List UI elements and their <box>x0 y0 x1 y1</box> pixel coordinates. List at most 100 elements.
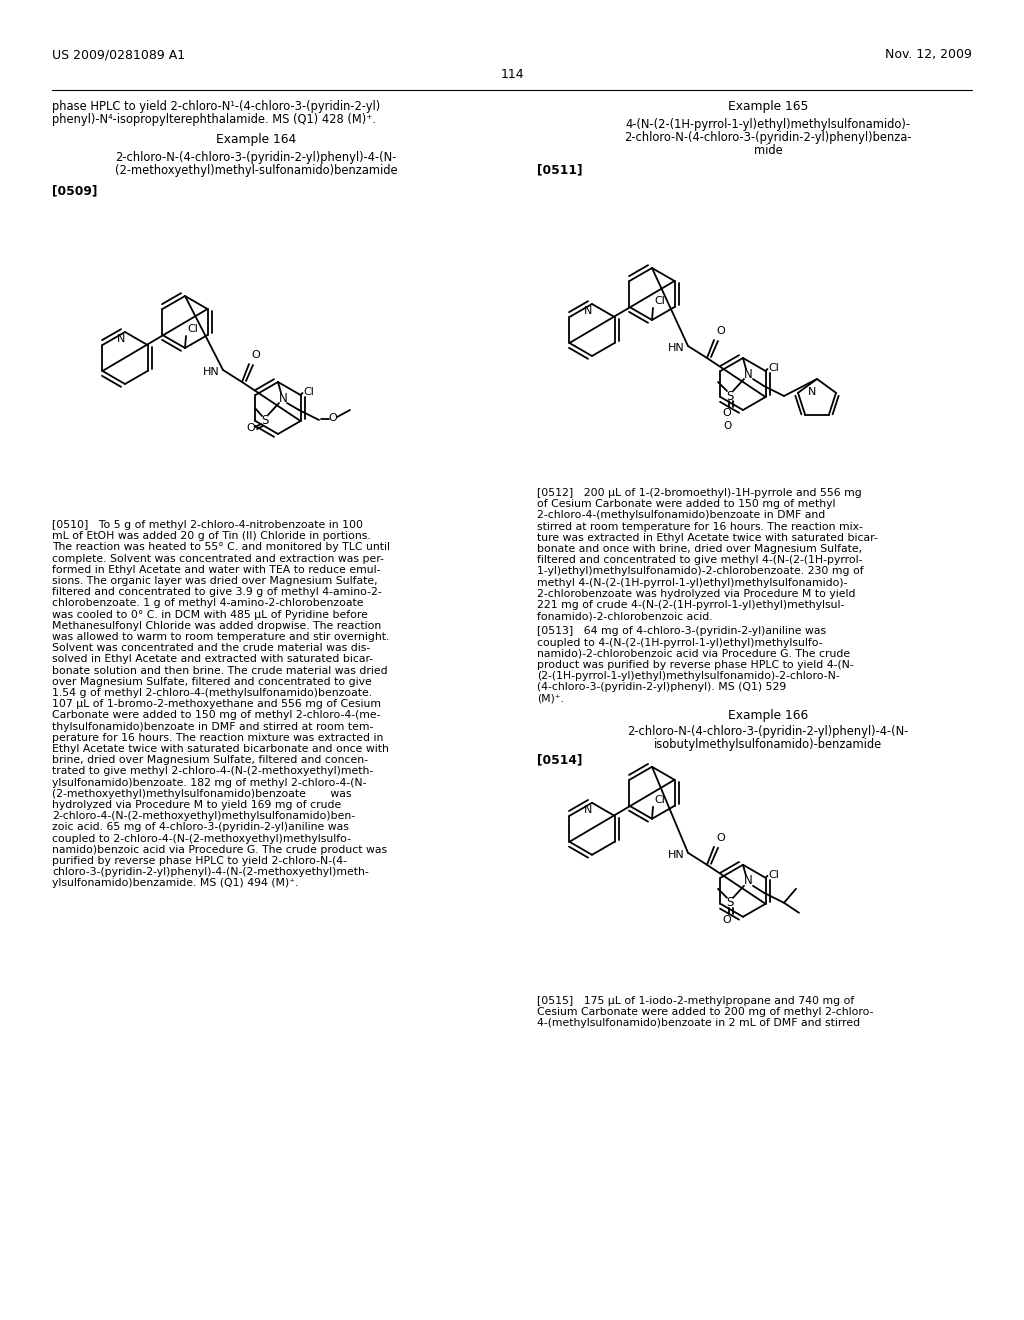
Text: N: N <box>808 387 816 397</box>
Text: fonamido)-2-chlorobenzoic acid.: fonamido)-2-chlorobenzoic acid. <box>537 611 713 622</box>
Text: [0515]   175 μL of 1-iodo-2-methylpropane and 740 mg of: [0515] 175 μL of 1-iodo-2-methylpropane … <box>537 995 854 1006</box>
Text: 2-chlorobenzoate was hydrolyzed via Procedure M to yield: 2-chlorobenzoate was hydrolyzed via Proc… <box>537 589 855 599</box>
Text: 2-chloro-N-(4-chloro-3-(pyridin-2-yl)phenyl)-4-(N-: 2-chloro-N-(4-chloro-3-(pyridin-2-yl)phe… <box>116 150 396 164</box>
Text: over Magnesium Sulfate, filtered and concentrated to give: over Magnesium Sulfate, filtered and con… <box>52 677 372 686</box>
Text: brine, dried over Magnesium Sulfate, filtered and concen-: brine, dried over Magnesium Sulfate, fil… <box>52 755 368 766</box>
Text: sions. The organic layer was dried over Magnesium Sulfate,: sions. The organic layer was dried over … <box>52 576 378 586</box>
Text: 4-(N-(2-(1H-pyrrol-1-yl)ethyl)methylsulfonamido)-: 4-(N-(2-(1H-pyrrol-1-yl)ethyl)methylsulf… <box>626 117 910 131</box>
Text: Cl: Cl <box>187 323 198 334</box>
Text: Ethyl Acetate twice with saturated bicarbonate and once with: Ethyl Acetate twice with saturated bicar… <box>52 744 389 754</box>
Text: 114: 114 <box>500 69 524 81</box>
Text: N: N <box>279 392 288 404</box>
Text: filtered and concentrated to give methyl 4-(N-(2-(1H-pyrrol-: filtered and concentrated to give methyl… <box>537 556 862 565</box>
Text: 2-chloro-N-(4-chloro-3-(pyridin-2-yl)phenyl)-4-(N-: 2-chloro-N-(4-chloro-3-(pyridin-2-yl)phe… <box>628 725 908 738</box>
Text: (2-methoxyethyl)methylsulfonamido)benzoate       was: (2-methoxyethyl)methylsulfonamido)benzoa… <box>52 789 351 799</box>
Text: bonate and once with brine, dried over Magnesium Sulfate,: bonate and once with brine, dried over M… <box>537 544 862 554</box>
Text: HN: HN <box>669 850 685 859</box>
Text: chloro-3-(pyridin-2-yl)phenyl)-4-(N-(2-methoxyethyl)meth-: chloro-3-(pyridin-2-yl)phenyl)-4-(N-(2-m… <box>52 867 369 878</box>
Text: namido)-2-chlorobenzoic acid via Procedure G. The crude: namido)-2-chlorobenzoic acid via Procedu… <box>537 649 850 659</box>
Text: 4-(methylsulfonamido)benzoate in 2 mL of DMF and stirred: 4-(methylsulfonamido)benzoate in 2 mL of… <box>537 1018 860 1028</box>
Text: Cl: Cl <box>769 870 779 880</box>
Text: Example 165: Example 165 <box>728 100 808 114</box>
Text: thylsulfonamido)benzoate in DMF and stirred at room tem-: thylsulfonamido)benzoate in DMF and stir… <box>52 722 374 731</box>
Text: The reaction was heated to 55° C. and monitored by TLC until: The reaction was heated to 55° C. and mo… <box>52 543 390 552</box>
Text: [0514]: [0514] <box>537 754 583 767</box>
Text: S: S <box>726 896 733 909</box>
Text: Carbonate were added to 150 mg of methyl 2-chloro-4-(me-: Carbonate were added to 150 mg of methyl… <box>52 710 381 721</box>
Text: HN: HN <box>203 367 220 378</box>
Text: O: O <box>723 421 731 432</box>
Text: 221 mg of crude 4-(N-(2-(1H-pyrrol-1-yl)ethyl)methylsul-: 221 mg of crude 4-(N-(2-(1H-pyrrol-1-yl)… <box>537 601 845 610</box>
Text: (2-(1H-pyrrol-1-yl)ethyl)methylsulfonamido)-2-chloro-N-: (2-(1H-pyrrol-1-yl)ethyl)methylsulfonami… <box>537 671 840 681</box>
Text: solved in Ethyl Acetate and extracted with saturated bicar-: solved in Ethyl Acetate and extracted wi… <box>52 655 373 664</box>
Text: 2-chloro-4-(methylsulfonamido)benzoate in DMF and: 2-chloro-4-(methylsulfonamido)benzoate i… <box>537 511 825 520</box>
Text: (M)⁺.: (M)⁺. <box>537 693 564 704</box>
Text: [0509]: [0509] <box>52 183 97 197</box>
Text: 2-chloro-N-(4-chloro-3-(pyridin-2-yl)phenyl)benza-: 2-chloro-N-(4-chloro-3-(pyridin-2-yl)phe… <box>625 131 911 144</box>
Text: product was purified by reverse phase HPLC to yield 4-(N-: product was purified by reverse phase HP… <box>537 660 854 671</box>
Text: stirred at room temperature for 16 hours. The reaction mix-: stirred at room temperature for 16 hours… <box>537 521 863 532</box>
Text: S: S <box>726 389 733 403</box>
Text: ylsulfonamido)benzamide. MS (Q1) 494 (M)⁺.: ylsulfonamido)benzamide. MS (Q1) 494 (M)… <box>52 878 298 888</box>
Text: Cl: Cl <box>654 296 665 306</box>
Text: Solvent was concentrated and the crude material was dis-: Solvent was concentrated and the crude m… <box>52 643 371 653</box>
Text: [0512]   200 μL of 1-(2-bromoethyl)-1H-pyrrole and 556 mg: [0512] 200 μL of 1-(2-bromoethyl)-1H-pyr… <box>537 488 862 498</box>
Text: O: O <box>723 915 731 925</box>
Text: [0513]   64 mg of 4-chloro-3-(pyridin-2-yl)aniline was: [0513] 64 mg of 4-chloro-3-(pyridin-2-yl… <box>537 627 826 636</box>
Text: N: N <box>743 367 753 380</box>
Text: Nov. 12, 2009: Nov. 12, 2009 <box>885 48 972 61</box>
Text: Cl: Cl <box>303 387 314 397</box>
Text: Methanesulfonyl Chloride was added dropwise. The reaction: Methanesulfonyl Chloride was added dropw… <box>52 620 381 631</box>
Text: Cesium Carbonate were added to 200 mg of methyl 2-chloro-: Cesium Carbonate were added to 200 mg of… <box>537 1007 873 1016</box>
Text: S: S <box>261 413 268 426</box>
Text: O: O <box>716 326 725 337</box>
Text: O: O <box>329 413 337 422</box>
Text: was cooled to 0° C. in DCM with 485 μL of Pyridine before: was cooled to 0° C. in DCM with 485 μL o… <box>52 610 368 619</box>
Text: perature for 16 hours. The reaction mixture was extracted in: perature for 16 hours. The reaction mixt… <box>52 733 383 743</box>
Text: 2-chloro-4-(N-(2-methoxyethyl)methylsulfonamido)ben-: 2-chloro-4-(N-(2-methoxyethyl)methylsulf… <box>52 812 355 821</box>
Text: mL of EtOH was added 20 g of Tin (II) Chloride in portions.: mL of EtOH was added 20 g of Tin (II) Ch… <box>52 531 371 541</box>
Text: was allowed to warm to room temperature and stir overnight.: was allowed to warm to room temperature … <box>52 632 389 642</box>
Text: isobutylmethylsulfonamido)-benzamide: isobutylmethylsulfonamido)-benzamide <box>654 738 882 751</box>
Text: bonate solution and then brine. The crude material was dried: bonate solution and then brine. The crud… <box>52 665 388 676</box>
Text: filtered and concentrated to give 3.9 g of methyl 4-amino-2-: filtered and concentrated to give 3.9 g … <box>52 587 382 597</box>
Text: mide: mide <box>754 144 782 157</box>
Text: N: N <box>117 334 125 345</box>
Text: complete. Solvent was concentrated and extraction was per-: complete. Solvent was concentrated and e… <box>52 553 384 564</box>
Text: Example 166: Example 166 <box>728 709 808 722</box>
Text: coupled to 4-(N-(2-(1H-pyrrol-1-yl)ethyl)methylsulfo-: coupled to 4-(N-(2-(1H-pyrrol-1-yl)ethyl… <box>537 638 822 648</box>
Text: of Cesium Carbonate were added to 150 mg of methyl: of Cesium Carbonate were added to 150 mg… <box>537 499 836 510</box>
Text: phenyl)-N⁴-isopropylterephthalamide. MS (Q1) 428 (M)⁺.: phenyl)-N⁴-isopropylterephthalamide. MS … <box>52 114 376 125</box>
Text: purified by reverse phase HPLC to yield 2-chloro-N-(4-: purified by reverse phase HPLC to yield … <box>52 855 347 866</box>
Text: O: O <box>247 422 255 433</box>
Text: O: O <box>723 408 731 418</box>
Text: namido)benzoic acid via Procedure G. The crude product was: namido)benzoic acid via Procedure G. The… <box>52 845 387 855</box>
Text: HN: HN <box>669 343 685 352</box>
Text: chlorobenzoate. 1 g of methyl 4-amino-2-chlorobenzoate: chlorobenzoate. 1 g of methyl 4-amino-2-… <box>52 598 364 609</box>
Text: hydrolyzed via Procedure M to yield 169 mg of crude: hydrolyzed via Procedure M to yield 169 … <box>52 800 341 810</box>
Text: methyl 4-(N-(2-(1H-pyrrol-1-yl)ethyl)methylsulfonamido)-: methyl 4-(N-(2-(1H-pyrrol-1-yl)ethyl)met… <box>537 578 848 587</box>
Text: 1-yl)ethyl)methylsulfonamido)-2-chlorobenzoate. 230 mg of: 1-yl)ethyl)methylsulfonamido)-2-chlorobe… <box>537 566 863 577</box>
Text: N: N <box>584 306 592 315</box>
Text: N: N <box>743 874 753 887</box>
Text: N: N <box>584 805 592 814</box>
Text: Cl: Cl <box>769 363 779 374</box>
Text: ylsulfonamido)benzoate. 182 mg of methyl 2-chloro-4-(N-: ylsulfonamido)benzoate. 182 mg of methyl… <box>52 777 367 788</box>
Text: Example 164: Example 164 <box>216 133 296 147</box>
Text: US 2009/0281089 A1: US 2009/0281089 A1 <box>52 48 185 61</box>
Text: 107 μL of 1-bromo-2-methoxyethane and 556 mg of Cesium: 107 μL of 1-bromo-2-methoxyethane and 55… <box>52 700 381 709</box>
Text: zoic acid. 65 mg of 4-chloro-3-(pyridin-2-yl)aniline was: zoic acid. 65 mg of 4-chloro-3-(pyridin-… <box>52 822 349 833</box>
Text: (2-methoxyethyl)methyl-sulfonamido)benzamide: (2-methoxyethyl)methyl-sulfonamido)benza… <box>115 164 397 177</box>
Text: coupled to 2-chloro-4-(N-(2-methoxyethyl)methylsulfo-: coupled to 2-chloro-4-(N-(2-methoxyethyl… <box>52 834 351 843</box>
Text: O: O <box>716 833 725 842</box>
Text: Cl: Cl <box>654 795 665 805</box>
Text: (4-chloro-3-(pyridin-2-yl)phenyl). MS (Q1) 529: (4-chloro-3-(pyridin-2-yl)phenyl). MS (Q… <box>537 682 786 693</box>
Text: O: O <box>251 350 260 360</box>
Text: trated to give methyl 2-chloro-4-(N-(2-methoxyethyl)meth-: trated to give methyl 2-chloro-4-(N-(2-m… <box>52 767 374 776</box>
Text: 1.54 g of methyl 2-chloro-4-(methylsulfonamido)benzoate.: 1.54 g of methyl 2-chloro-4-(methylsulfo… <box>52 688 372 698</box>
Text: formed in Ethyl Acetate and water with TEA to reduce emul-: formed in Ethyl Acetate and water with T… <box>52 565 381 574</box>
Text: [0510]   To 5 g of methyl 2-chloro-4-nitrobenzoate in 100: [0510] To 5 g of methyl 2-chloro-4-nitro… <box>52 520 362 531</box>
Text: phase HPLC to yield 2-chloro-N¹-(4-chloro-3-(pyridin-2-yl): phase HPLC to yield 2-chloro-N¹-(4-chlor… <box>52 100 380 114</box>
Text: [0511]: [0511] <box>537 162 583 176</box>
Text: ture was extracted in Ethyl Acetate twice with saturated bicar-: ture was extracted in Ethyl Acetate twic… <box>537 533 878 543</box>
